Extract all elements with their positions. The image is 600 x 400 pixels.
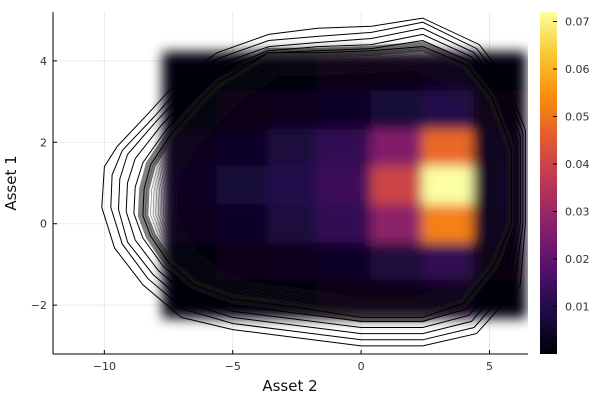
colorbar-tick-label: 0.06: [565, 63, 590, 76]
colorbar-tick-label: 0.01: [565, 301, 590, 314]
contour-hatch-line: [152, 53, 505, 312]
contour-hatch-line: [160, 58, 499, 308]
contour-lines: [101, 17, 526, 347]
x-tick-label: −10: [93, 360, 116, 373]
x-tick-label: 0: [358, 360, 365, 373]
heatmap-cell: [421, 163, 476, 205]
colorbar-tick-label: 0.05: [565, 111, 590, 124]
heatmap-cell: [370, 163, 424, 205]
contour-hatch-line: [147, 49, 508, 315]
heatmap-cell: [316, 88, 373, 130]
contour-hatch-line: [165, 62, 495, 305]
contour-hatch-line: [172, 67, 490, 300]
contour-line: [101, 17, 526, 347]
colorbar-tick-label: 0.02: [565, 253, 590, 266]
heatmap-cell: [216, 127, 270, 166]
contour-line: [110, 21, 524, 341]
y-axis-label: Asset 1: [2, 155, 20, 210]
heatmap-cell: [370, 88, 424, 130]
heatmap-cell: [267, 163, 319, 205]
contour-hatch-line: [155, 55, 503, 311]
heatmap-cell: [316, 127, 373, 166]
x-tick-label: 5: [486, 360, 493, 373]
heatmap-cell: [316, 241, 373, 280]
contour-hatch-line: [145, 48, 510, 317]
colorbar-tick-label: 0.04: [565, 158, 590, 171]
x-tick-label: −5: [225, 360, 241, 373]
heatmap-cell: [421, 127, 476, 166]
y-ticks: −2 0 2 4: [31, 55, 57, 312]
heatmap-cell: [267, 127, 319, 166]
contour-hatch-line: [175, 69, 488, 299]
contour-line: [125, 33, 519, 328]
y-tick-label: −2: [31, 299, 47, 312]
heatmap-cell: [316, 163, 373, 205]
contour-line: [133, 39, 516, 322]
heatmap-cell: [370, 202, 424, 244]
contour-hatch-line: [162, 60, 497, 306]
heatmap-cell: [316, 202, 373, 244]
y-tick-label: 4: [40, 55, 47, 68]
y-tick-label: 2: [40, 136, 47, 149]
heatmap-cell: [267, 202, 319, 244]
heatmap-cell: [267, 241, 319, 280]
x-axis-label: Asset 2: [262, 377, 317, 395]
heatmap-cell: [216, 163, 270, 205]
y-tick-label: 0: [40, 218, 47, 231]
axes-frame: [52, 12, 528, 355]
contour-hatch-line: [167, 63, 493, 303]
heatmap-cell: [267, 88, 319, 130]
colorbar: [540, 12, 557, 354]
x-ticks: −10 −5 0 5: [93, 350, 493, 373]
heatmap-cell: [421, 88, 476, 130]
contour-hatch-line: [157, 56, 501, 309]
contour-line: [142, 46, 512, 318]
heatmap-cell: [216, 202, 270, 244]
colorbar-tick-label: 0.07: [565, 16, 590, 29]
colorbar-gradient: [540, 12, 557, 354]
contour-hatch-line: [150, 51, 507, 314]
heatmap-cell: [421, 202, 476, 244]
heatmap-cell: [216, 241, 270, 280]
contour-hatch-line: [170, 65, 491, 302]
heatmap-cell: [370, 127, 424, 166]
colorbar-ticks: 0.01 0.02 0.03 0.04 0.05 0.06 0.07: [553, 16, 590, 314]
heatmap-cell: [370, 51, 424, 91]
heatmap-cell: [370, 241, 424, 280]
colorbar-tick-label: 0.03: [565, 206, 590, 219]
contour-line: [117, 27, 521, 335]
